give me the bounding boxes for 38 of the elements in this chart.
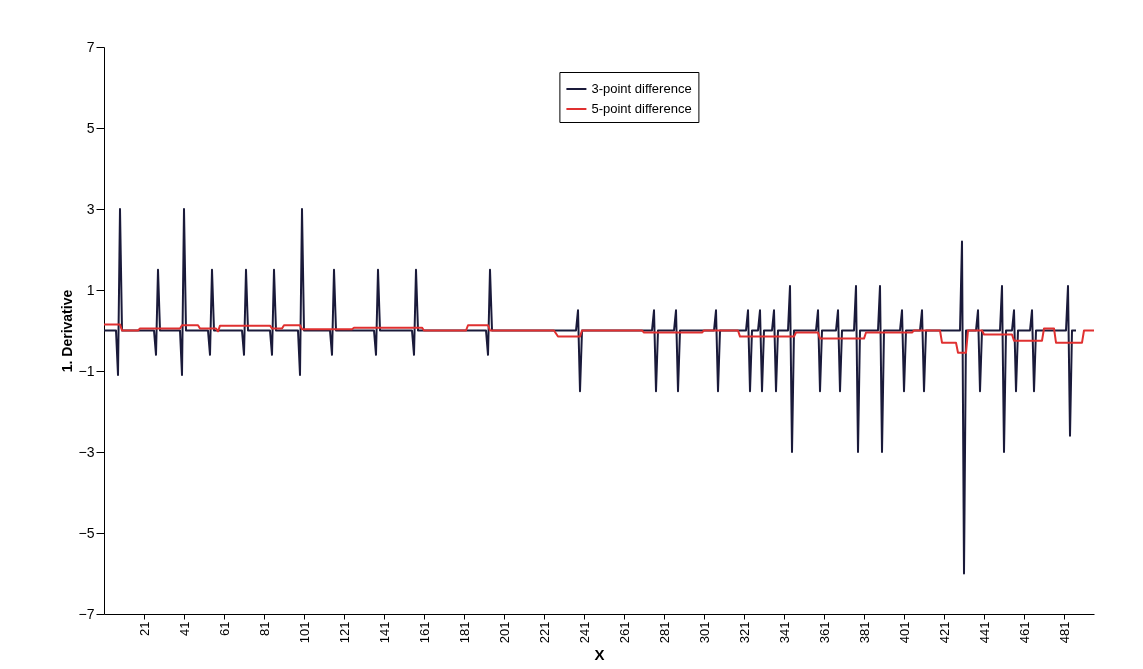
x-tick-label: 81 xyxy=(256,621,272,636)
x-tick-label: 121 xyxy=(336,621,352,644)
y-tick-label: 3 xyxy=(86,200,95,217)
x-tick-label: 141 xyxy=(376,621,392,644)
y-tick-label: 1 xyxy=(86,281,95,298)
x-tick-label: 341 xyxy=(776,621,792,644)
y-tick-label: −1 xyxy=(78,362,95,379)
x-tick-label: 241 xyxy=(576,621,592,644)
x-tick-label: 221 xyxy=(536,621,552,644)
y-tick-label: −3 xyxy=(78,443,95,460)
x-tick-label: 361 xyxy=(816,621,832,644)
y-axis-title: 1. Derivative xyxy=(58,289,75,373)
x-tick-label: 181 xyxy=(456,621,472,644)
y-tick-label: −5 xyxy=(78,524,95,541)
x-tick-label: 401 xyxy=(896,621,912,644)
x-tick-label: 61 xyxy=(216,621,232,636)
legend-label: 3-point difference xyxy=(591,81,692,96)
x-tick-label: 201 xyxy=(496,621,512,644)
x-tick-label: 441 xyxy=(976,621,992,644)
x-tick-label: 101 xyxy=(296,621,312,644)
x-axis-title: X xyxy=(594,646,605,664)
x-tick-label: 161 xyxy=(416,621,432,644)
x-tick-label: 481 xyxy=(1056,621,1072,644)
x-tick-label: 421 xyxy=(936,621,952,644)
y-tick-label: 5 xyxy=(86,119,95,136)
y-tick-label: −7 xyxy=(78,605,95,622)
x-tick-label: 301 xyxy=(696,621,712,644)
x-tick-label: 281 xyxy=(656,621,672,644)
line-series xyxy=(104,323,1094,354)
line-series xyxy=(104,208,1077,575)
x-tick-label: 41 xyxy=(176,621,192,636)
x-tick-label: 261 xyxy=(616,621,632,644)
x-tick-label: 381 xyxy=(856,621,872,644)
y-tick-label: 7 xyxy=(86,38,95,55)
x-tick-label: 321 xyxy=(736,621,752,644)
x-tick-label: 461 xyxy=(1016,621,1032,644)
legend-label: 5-point difference xyxy=(591,101,692,116)
x-tick-label: 21 xyxy=(136,621,152,636)
